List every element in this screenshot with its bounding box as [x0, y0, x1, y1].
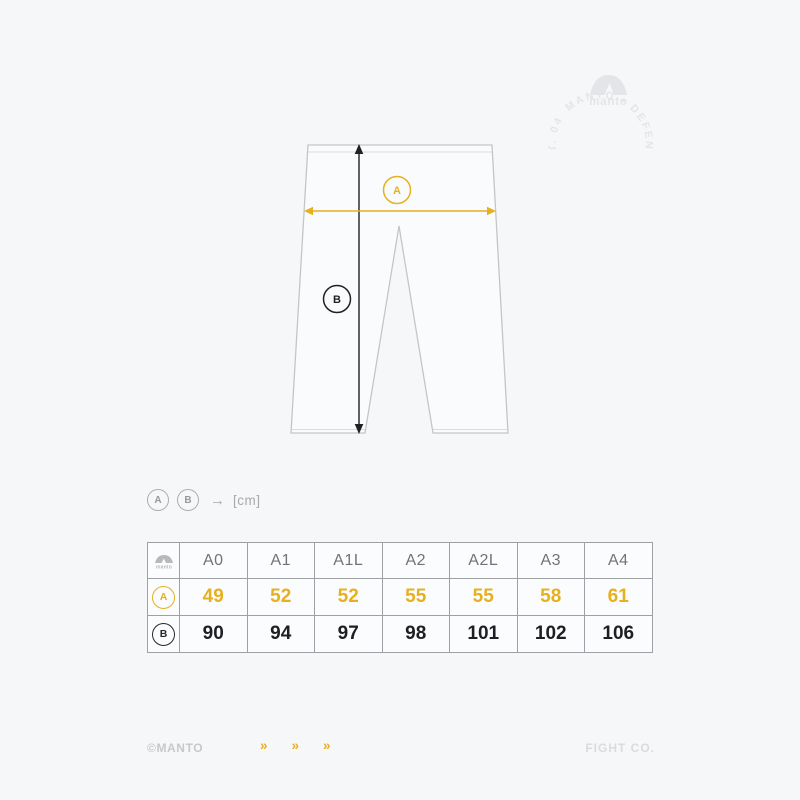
column-header-a4: A4 — [584, 542, 653, 579]
column-header-a0: A0 — [179, 542, 248, 579]
column-header-a1l: A1L — [314, 542, 383, 579]
arrow-right-icon: → — [210, 491, 225, 509]
table-row-b: B 90 94 97 98 101 102 106 — [147, 615, 653, 653]
pants-outline — [290, 144, 509, 434]
size-value-cell: 61 — [584, 578, 653, 616]
chevron-right-icon: » — [323, 738, 331, 753]
size-value-cell: 52 — [314, 578, 383, 616]
pagination-chevrons: » » » — [260, 738, 331, 753]
manto-logo-icon: manto — [154, 554, 173, 570]
size-value-cell: 55 — [381, 578, 450, 616]
row-label-cell-b: B — [147, 615, 180, 653]
column-header-a1: A1 — [246, 542, 315, 579]
size-value-cell: 90 — [179, 615, 248, 653]
measure-badge-b — [322, 284, 352, 314]
measure-arrow-a — [304, 206, 496, 216]
size-value-cell: 52 — [246, 578, 315, 616]
footer-brand: FIGHT CO. — [585, 741, 655, 755]
legend: A B → [cm] — [147, 489, 261, 511]
size-value-cell: 101 — [449, 615, 518, 653]
row-label-cell-a: A — [147, 578, 180, 616]
chevron-right-icon: » — [291, 738, 300, 753]
size-value-cell: 102 — [516, 615, 585, 653]
size-value-cell: 97 — [314, 615, 383, 653]
row-badge-a: A — [152, 585, 175, 609]
pants-size-diagram: A B — [290, 144, 509, 434]
chevron-right-icon: » — [260, 738, 268, 753]
measure-arrow-b — [354, 144, 364, 434]
measure-label-a: A — [393, 185, 401, 197]
size-value-cell: 55 — [449, 578, 518, 616]
size-value-cell: 106 — [584, 615, 653, 653]
table-header-row: manto A0 A1 A1L A2 A2L A3 A4 — [147, 542, 653, 579]
measure-badge-a — [382, 175, 412, 205]
measure-label-b: B — [333, 294, 341, 306]
watermark-logo-word: manto — [589, 96, 628, 108]
legend-badge-a: A — [147, 489, 169, 511]
size-value-cell: 58 — [516, 578, 585, 616]
table-logo-cell: manto — [147, 542, 180, 579]
legend-badge-b: B — [177, 489, 199, 511]
column-header-a3: A3 — [516, 542, 585, 579]
footer-copyright: ©MANTO — [147, 741, 204, 755]
legend-unit-label: [cm] — [233, 492, 261, 508]
column-header-a2l: A2L — [449, 542, 518, 579]
svg-text:manto: manto — [156, 564, 172, 570]
size-table: manto A0 A1 A1L A2 A2L A3 A4 A 49 52 52 … — [147, 542, 653, 653]
table-row-a: A 49 52 52 55 55 58 61 — [147, 578, 653, 616]
size-value-cell: 98 — [381, 615, 450, 653]
manto-logo-icon — [590, 75, 627, 95]
size-value-cell: 49 — [179, 578, 248, 616]
column-header-a2: A2 — [381, 542, 450, 579]
row-badge-b: B — [152, 622, 175, 646]
size-value-cell: 94 — [246, 615, 315, 653]
brand-watermark: MANTO • DEFEND YOURSELF • EST. 04 manto — [548, 75, 654, 149]
